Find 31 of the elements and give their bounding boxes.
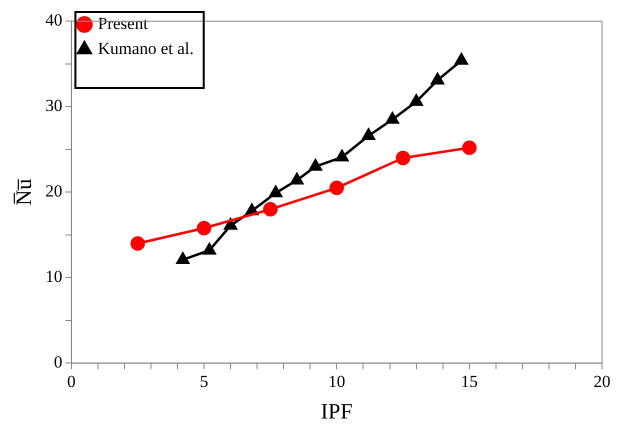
- y-axis-title: N̅u̅: [10, 178, 36, 206]
- point: [130, 236, 145, 251]
- y-tick-label: 30: [45, 96, 62, 116]
- x-tick-label: 5: [200, 372, 208, 391]
- legend-label: Kumano et al.: [98, 38, 194, 58]
- x-tick-label: 10: [328, 372, 346, 391]
- x-tick-label: 20: [594, 372, 610, 391]
- point: [336, 150, 348, 162]
- x-tick-label: 15: [460, 372, 478, 391]
- point: [386, 112, 399, 124]
- point: [290, 172, 304, 184]
- x-tick-label: 0: [67, 372, 76, 391]
- x-axis-title: IPF: [320, 398, 353, 424]
- point: [454, 53, 468, 65]
- point: [329, 180, 344, 196]
- y-tick-label: 40: [45, 10, 62, 30]
- point: [269, 186, 282, 198]
- point: [176, 252, 190, 264]
- y-tick-label: 0: [54, 352, 62, 372]
- y-tick-label: 10: [45, 267, 62, 286]
- point: [410, 94, 423, 106]
- point: [196, 220, 212, 236]
- point: [309, 159, 322, 171]
- point: [396, 150, 410, 166]
- point: [202, 243, 216, 255]
- point: [224, 218, 238, 230]
- point: [431, 72, 444, 84]
- point: [362, 128, 375, 140]
- point: [263, 202, 278, 217]
- y-tick-label: 20: [45, 182, 62, 201]
- point: [462, 140, 477, 155]
